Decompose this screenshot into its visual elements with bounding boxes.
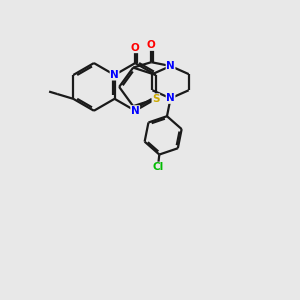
Text: O: O [147,40,156,50]
Text: N: N [166,61,175,71]
Text: N: N [110,70,119,80]
Text: N: N [131,106,140,116]
Text: Cl: Cl [152,162,164,172]
Text: O: O [131,43,140,52]
Text: S: S [152,94,160,104]
Text: N: N [166,93,175,103]
